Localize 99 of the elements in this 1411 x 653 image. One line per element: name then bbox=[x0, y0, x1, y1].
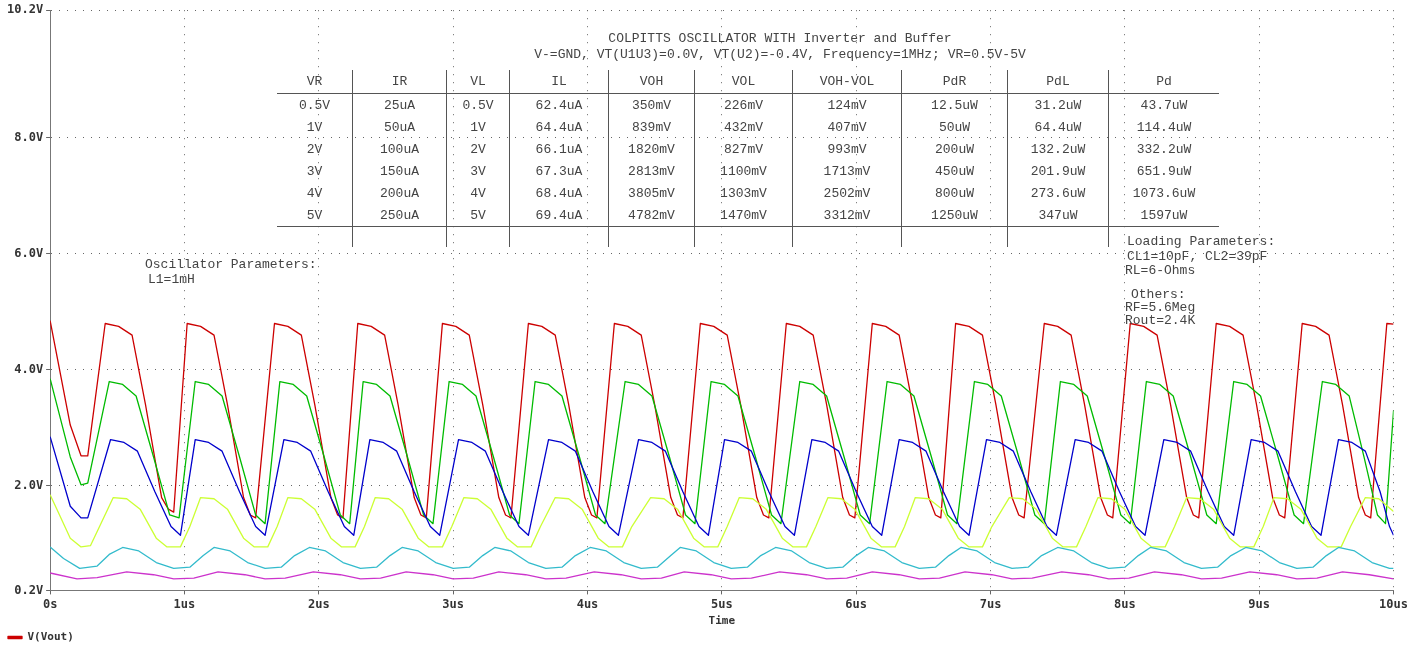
annotation: 4V bbox=[446, 182, 510, 204]
annotation: 25uA bbox=[352, 93, 447, 116]
annotation: 450uW bbox=[901, 160, 1008, 182]
annotation: 2V bbox=[305, 140, 324, 159]
x-tick-label: 2us bbox=[307, 596, 330, 611]
annotation: 12.5uW bbox=[901, 93, 1008, 116]
annotation: 3V bbox=[446, 160, 510, 182]
annotation: 50uA bbox=[352, 116, 447, 138]
annotation: 3V bbox=[305, 162, 324, 181]
annotation: 839mV bbox=[608, 116, 695, 138]
annotation: 64.4uW bbox=[1007, 116, 1109, 138]
annotation: 1303mV bbox=[694, 182, 793, 204]
annotation: Pd bbox=[1108, 70, 1219, 94]
x-tick-label: 1us bbox=[173, 596, 196, 611]
annotation: 1820mV bbox=[608, 138, 695, 160]
annotation: 68.4uA bbox=[509, 182, 609, 204]
annotation: 3805mV bbox=[608, 182, 695, 204]
annotation: 273.6uW bbox=[1007, 182, 1109, 204]
annotation: 350mV bbox=[608, 93, 695, 116]
annotation: 1V bbox=[446, 116, 510, 138]
annotation: 0.5V bbox=[446, 93, 510, 116]
annotation: 150uA bbox=[352, 160, 447, 182]
x-tick-label: 6us bbox=[845, 596, 868, 611]
x-tick-label: 3us bbox=[442, 596, 464, 611]
annotation: 1250uW bbox=[901, 204, 1008, 227]
annotation: Loading Parameters: bbox=[1127, 234, 1276, 249]
annotation: 100uA bbox=[352, 138, 447, 160]
annotation: 432mV bbox=[694, 116, 793, 138]
x-tick-label: 4us bbox=[576, 596, 599, 611]
annotation: 2502mV bbox=[792, 182, 902, 204]
annotation: VOL bbox=[694, 70, 793, 94]
annotation: VL bbox=[446, 70, 510, 94]
annotation: 1073.6uW bbox=[1108, 182, 1219, 204]
annotation: 66.1uA bbox=[509, 138, 609, 160]
annotation: 132.2uW bbox=[1007, 138, 1109, 160]
annotation: 2V bbox=[446, 138, 510, 160]
annotation: 332.2uW bbox=[1108, 138, 1219, 160]
annotation: 226mV bbox=[694, 93, 793, 116]
y-tick-label: 0.2V bbox=[14, 582, 44, 597]
y-tick-label: 2.0V bbox=[14, 478, 44, 493]
annotation: 5V bbox=[446, 204, 510, 227]
y-tick-label: 4.0V bbox=[14, 362, 44, 377]
annotation: 201.9uW bbox=[1007, 160, 1109, 182]
annotation: 43.7uW bbox=[1108, 93, 1219, 116]
y-tick-label: 10.2V bbox=[7, 2, 44, 17]
annotation: 1597uW bbox=[1108, 204, 1219, 227]
annotation: 62.4uA bbox=[509, 93, 609, 116]
annotation: L1=1mH bbox=[148, 272, 195, 287]
annotation: VOH bbox=[608, 70, 695, 94]
annotation: 5V bbox=[305, 206, 324, 225]
annotation: 31.2uW bbox=[1007, 93, 1109, 116]
annotation: Others: bbox=[1131, 287, 1186, 302]
x-tick-label: 10us bbox=[1379, 596, 1408, 611]
annotation: Rout=2.4K bbox=[1125, 313, 1196, 328]
x-tick-label: 0s bbox=[42, 596, 58, 611]
annotation: IR bbox=[352, 70, 447, 94]
annotation: 0.5V bbox=[297, 96, 332, 115]
annotation: 347uW bbox=[1007, 204, 1109, 227]
annotation: 64.4uA bbox=[509, 116, 609, 138]
annotation: 993mV bbox=[792, 138, 902, 160]
annotation: 50uW bbox=[901, 116, 1008, 138]
annotation: 827mV bbox=[694, 138, 793, 160]
annotation: PdL bbox=[1007, 70, 1109, 94]
y-tick-label: 6.0V bbox=[14, 246, 44, 261]
annotation: 407mV bbox=[792, 116, 902, 138]
annotation: 114.4uW bbox=[1108, 116, 1219, 138]
annotation: 1V bbox=[305, 118, 324, 137]
annotation: 67.3uA bbox=[509, 160, 609, 182]
text: COLPITTS OSCILLATOR WITH Inverter and Buffer bbox=[608, 31, 952, 46]
annotation: PdR bbox=[901, 70, 1008, 94]
text: V-=GND, VT(U1U3)=0.0V, VT(U2)=-0.4V, Frequency=1MHz; VR=0.5V-5V bbox=[534, 47, 1026, 62]
x-tick-label: 5us bbox=[710, 596, 733, 611]
annotation: Oscillator Parameters: bbox=[145, 257, 317, 272]
annotation: 124mV bbox=[792, 93, 902, 116]
annotation: 4782mV bbox=[608, 204, 695, 227]
annotation: 69.4uA bbox=[509, 204, 609, 227]
annotation: IL bbox=[509, 70, 609, 94]
annotation: 800uW bbox=[901, 182, 1008, 204]
annotation: 1100mV bbox=[694, 160, 793, 182]
x-axis-title: Time bbox=[708, 614, 736, 628]
annotation: 200uA bbox=[352, 182, 447, 204]
annotation: RF=5.6Meg bbox=[1125, 300, 1196, 315]
annotation: VOH-VOL bbox=[792, 70, 902, 94]
annotation: 2813mV bbox=[608, 160, 695, 182]
annotation: CL1=10pF, CL2=39pF bbox=[1127, 249, 1268, 264]
annotation: 1470mV bbox=[694, 204, 793, 227]
x-tick-label: 8us bbox=[1114, 596, 1136, 611]
annotation: 250uA bbox=[352, 204, 447, 227]
x-tick-label: 7us bbox=[979, 596, 1002, 611]
annotation: VR bbox=[277, 70, 353, 94]
legend-label: V(Vout) bbox=[27, 630, 74, 644]
annotation: 651.9uW bbox=[1108, 160, 1219, 182]
annotation: 200uW bbox=[901, 138, 1008, 160]
annotation: 1713mV bbox=[792, 160, 902, 182]
annotation: 4V bbox=[305, 184, 324, 203]
y-tick-label: 8.0V bbox=[14, 129, 44, 144]
x-tick-label: 9us bbox=[1248, 596, 1271, 611]
annotation: RL=6-Ohms bbox=[1125, 263, 1196, 278]
annotation: 3312mV bbox=[792, 204, 902, 227]
